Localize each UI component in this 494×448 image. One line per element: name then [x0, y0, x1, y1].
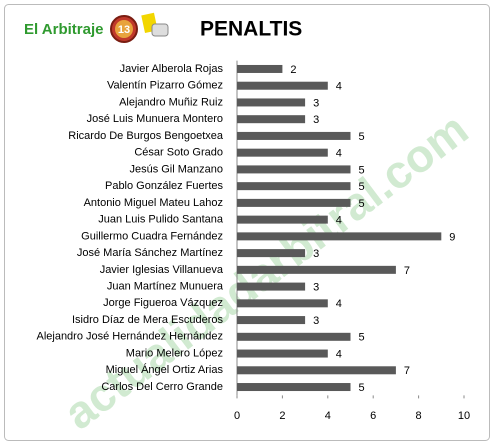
value-label: 5 — [359, 382, 365, 394]
bar — [237, 198, 351, 207]
bar — [237, 215, 328, 224]
y-tick-label: Juan Martínez Munuera — [107, 280, 224, 292]
bar — [237, 299, 328, 308]
y-tick-label: Isidro Díaz de Mera Escuderos — [72, 314, 224, 326]
whistle-icon — [151, 23, 169, 37]
value-label: 2 — [290, 64, 296, 76]
badge-inner — [115, 20, 133, 38]
brand: El Arbitraje — [24, 21, 103, 38]
bar — [237, 332, 351, 341]
y-tick-label: Jorge Figueroa Vázquez — [103, 297, 223, 309]
y-tick-label: Mario Melero López — [126, 347, 223, 359]
bar — [237, 383, 351, 392]
value-label: 4 — [336, 298, 342, 310]
y-tick-label: José Luis Munuera Montero — [87, 113, 223, 125]
bar — [237, 148, 328, 157]
bar — [237, 316, 306, 325]
value-label: 3 — [313, 281, 319, 293]
y-tick-label: Javier Alberola Rojas — [120, 63, 224, 75]
bar — [237, 98, 306, 107]
value-label: 4 — [336, 81, 342, 93]
value-label: 3 — [313, 97, 319, 109]
x-tick-label: 6 — [370, 410, 376, 422]
chart-title: PENALTIS — [200, 18, 302, 41]
value-label: 4 — [336, 148, 342, 160]
value-label: 4 — [336, 215, 342, 227]
y-tick-label: Pablo González Fuertes — [105, 180, 224, 192]
y-tick-label: Alejandro Muñiz Ruiz — [119, 96, 223, 108]
y-tick-label: Jesús Gil Manzano — [129, 163, 223, 175]
y-tick-label: Alejandro José Hernández Hernández — [36, 331, 223, 343]
bar — [237, 165, 351, 174]
y-tick-label: Juan Luis Pulido Santana — [98, 214, 224, 226]
bar — [237, 232, 442, 241]
x-tick-label: 4 — [325, 410, 331, 422]
x-tick-label: 0 — [234, 410, 240, 422]
bar — [237, 81, 328, 90]
bar — [237, 349, 328, 358]
bar — [237, 282, 306, 291]
y-tick-label: Guillermo Cuadra Fernández — [81, 230, 223, 242]
y-tick-label: José María Sánchez Martínez — [77, 247, 223, 259]
y-tick-label: Miguel Ángel Ortiz Arias — [106, 363, 224, 376]
y-tick-label: Antonio Miguel Mateu Lahoz — [84, 197, 223, 209]
value-label: 9 — [449, 231, 455, 243]
value-label: 5 — [359, 164, 365, 176]
value-label: 5 — [359, 332, 365, 344]
bar — [237, 131, 351, 140]
bar — [237, 366, 396, 375]
value-label: 5 — [359, 198, 365, 210]
value-label: 3 — [313, 248, 319, 260]
value-label: 7 — [404, 365, 410, 377]
bar — [237, 115, 306, 124]
bar — [237, 265, 396, 274]
y-tick-label: Javier Iglesias Villanueva — [100, 264, 224, 276]
x-tick-label: 8 — [416, 410, 422, 422]
bar — [237, 249, 306, 258]
x-tick-label: 10 — [458, 410, 470, 422]
bar — [237, 182, 351, 191]
value-label: 4 — [336, 348, 342, 360]
value-label: 3 — [313, 114, 319, 126]
value-label: 3 — [313, 315, 319, 327]
y-tick-label: Carlos Del Cerro Grande — [101, 381, 223, 393]
bar — [237, 64, 283, 73]
value-label: 7 — [404, 265, 410, 277]
y-tick-label: Valentín Pizarro Gómez — [107, 80, 223, 92]
value-label: 5 — [359, 181, 365, 193]
value-label: 5 — [359, 131, 365, 143]
x-tick-label: 2 — [279, 410, 285, 422]
badge-number: 13 — [118, 24, 130, 36]
y-tick-label: César Soto Grado — [134, 147, 223, 159]
y-tick-label: Ricardo De Burgos Bengoetxea — [68, 130, 224, 142]
